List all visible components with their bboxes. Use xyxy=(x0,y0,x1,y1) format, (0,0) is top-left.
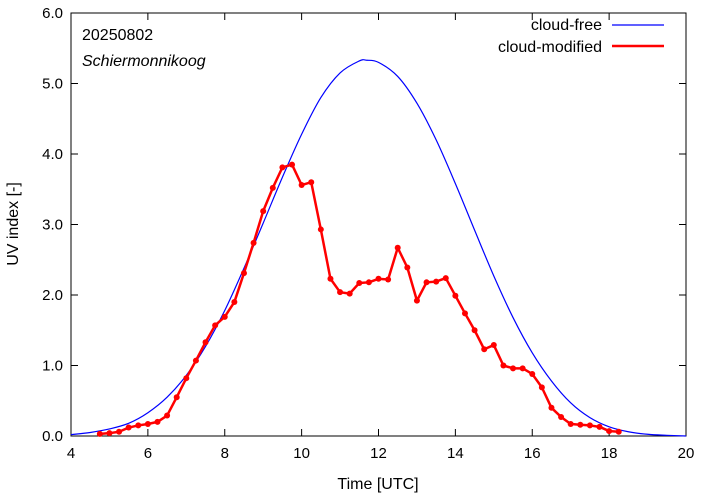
date-annotation: 20250802 xyxy=(82,27,153,44)
x-tick-label: 20 xyxy=(678,445,695,462)
data-point-cloud-modified xyxy=(606,428,613,435)
data-point-cloud-modified xyxy=(471,327,478,334)
data-point-cloud-modified xyxy=(192,357,199,364)
data-point-cloud-modified xyxy=(413,297,420,304)
data-point-cloud-modified xyxy=(423,279,430,286)
data-point-cloud-modified xyxy=(481,346,488,353)
location-annotation: Schiermonnikoog xyxy=(82,53,206,70)
data-point-cloud-modified xyxy=(519,365,526,372)
data-point-cloud-modified xyxy=(260,208,267,215)
x-tick-label: 10 xyxy=(293,445,310,462)
data-point-cloud-modified xyxy=(490,342,497,349)
data-point-cloud-modified xyxy=(452,292,459,299)
data-point-cloud-modified xyxy=(356,280,363,287)
x-tick-label: 6 xyxy=(144,445,152,462)
data-point-cloud-modified xyxy=(183,375,190,382)
data-point-cloud-modified xyxy=(164,412,171,419)
y-tick-label: 5.0 xyxy=(42,76,63,93)
y-tick-label: 1.0 xyxy=(42,358,63,375)
data-point-cloud-modified xyxy=(577,421,584,428)
x-tick-label: 16 xyxy=(524,445,541,462)
data-point-cloud-modified xyxy=(240,270,247,277)
legend-label-cloud-modified: cloud-modified xyxy=(498,39,602,56)
legend: cloud-free cloud-modified xyxy=(498,17,664,56)
data-point-cloud-modified xyxy=(375,275,382,282)
data-point-cloud-modified xyxy=(135,422,142,429)
data-point-cloud-modified xyxy=(327,275,334,282)
data-point-cloud-modified xyxy=(558,413,565,420)
data-point-cloud-modified xyxy=(250,239,257,246)
data-point-cloud-modified xyxy=(433,278,440,285)
data-point-cloud-modified xyxy=(221,313,228,320)
y-tick-label: 3.0 xyxy=(42,217,63,234)
x-tick-label: 14 xyxy=(447,445,464,462)
y-tick-label: 2.0 xyxy=(42,287,63,304)
data-point-cloud-modified xyxy=(231,299,238,306)
data-point-cloud-modified xyxy=(154,418,161,425)
legend-label-cloud-free: cloud-free xyxy=(531,17,602,34)
data-point-cloud-modified xyxy=(442,275,449,282)
data-point-cloud-modified xyxy=(404,264,411,271)
y-axis-label: UV index [-] xyxy=(5,182,22,266)
data-point-cloud-modified xyxy=(289,161,296,168)
data-point-cloud-modified xyxy=(212,322,219,329)
data-point-cloud-modified xyxy=(106,430,113,437)
data-point-cloud-modified xyxy=(365,279,372,286)
data-point-cloud-modified xyxy=(96,430,103,437)
data-point-cloud-modified xyxy=(500,362,507,369)
data-point-cloud-modified xyxy=(337,289,344,296)
data-point-cloud-modified xyxy=(116,428,123,435)
x-axis-label: Time [UTC] xyxy=(337,476,418,493)
data-point-cloud-modified xyxy=(308,179,315,186)
data-point-cloud-modified xyxy=(510,365,517,372)
data-point-cloud-modified xyxy=(346,290,353,297)
data-point-cloud-modified xyxy=(596,423,603,430)
data-point-cloud-modified xyxy=(298,182,305,189)
data-point-cloud-modified xyxy=(125,424,132,431)
x-tick-label: 4 xyxy=(67,445,75,462)
data-point-cloud-modified xyxy=(394,244,401,251)
data-point-cloud-modified xyxy=(279,164,286,171)
y-tick-label: 0.0 xyxy=(42,428,63,445)
data-point-cloud-modified xyxy=(202,339,209,346)
data-point-cloud-modified xyxy=(269,184,276,191)
x-tick-label: 8 xyxy=(221,445,229,462)
data-point-cloud-modified xyxy=(538,384,545,391)
data-point-cloud-modified xyxy=(144,421,151,428)
x-tick-label: 18 xyxy=(601,445,618,462)
data-point-cloud-modified xyxy=(461,310,468,317)
data-point-cloud-modified xyxy=(529,370,536,377)
data-point-cloud-modified xyxy=(615,428,622,435)
data-point-cloud-modified xyxy=(548,404,555,411)
y-tick-label: 4.0 xyxy=(42,146,63,163)
data-point-cloud-modified xyxy=(385,276,392,283)
data-point-cloud-modified xyxy=(173,394,180,401)
data-point-cloud-modified xyxy=(567,421,574,428)
x-tick-label: 12 xyxy=(370,445,387,462)
y-tick-label: 6.0 xyxy=(42,5,63,22)
data-point-cloud-modified xyxy=(586,422,593,429)
series-line-cloud-free xyxy=(70,59,687,437)
data-point-cloud-modified xyxy=(317,226,324,233)
